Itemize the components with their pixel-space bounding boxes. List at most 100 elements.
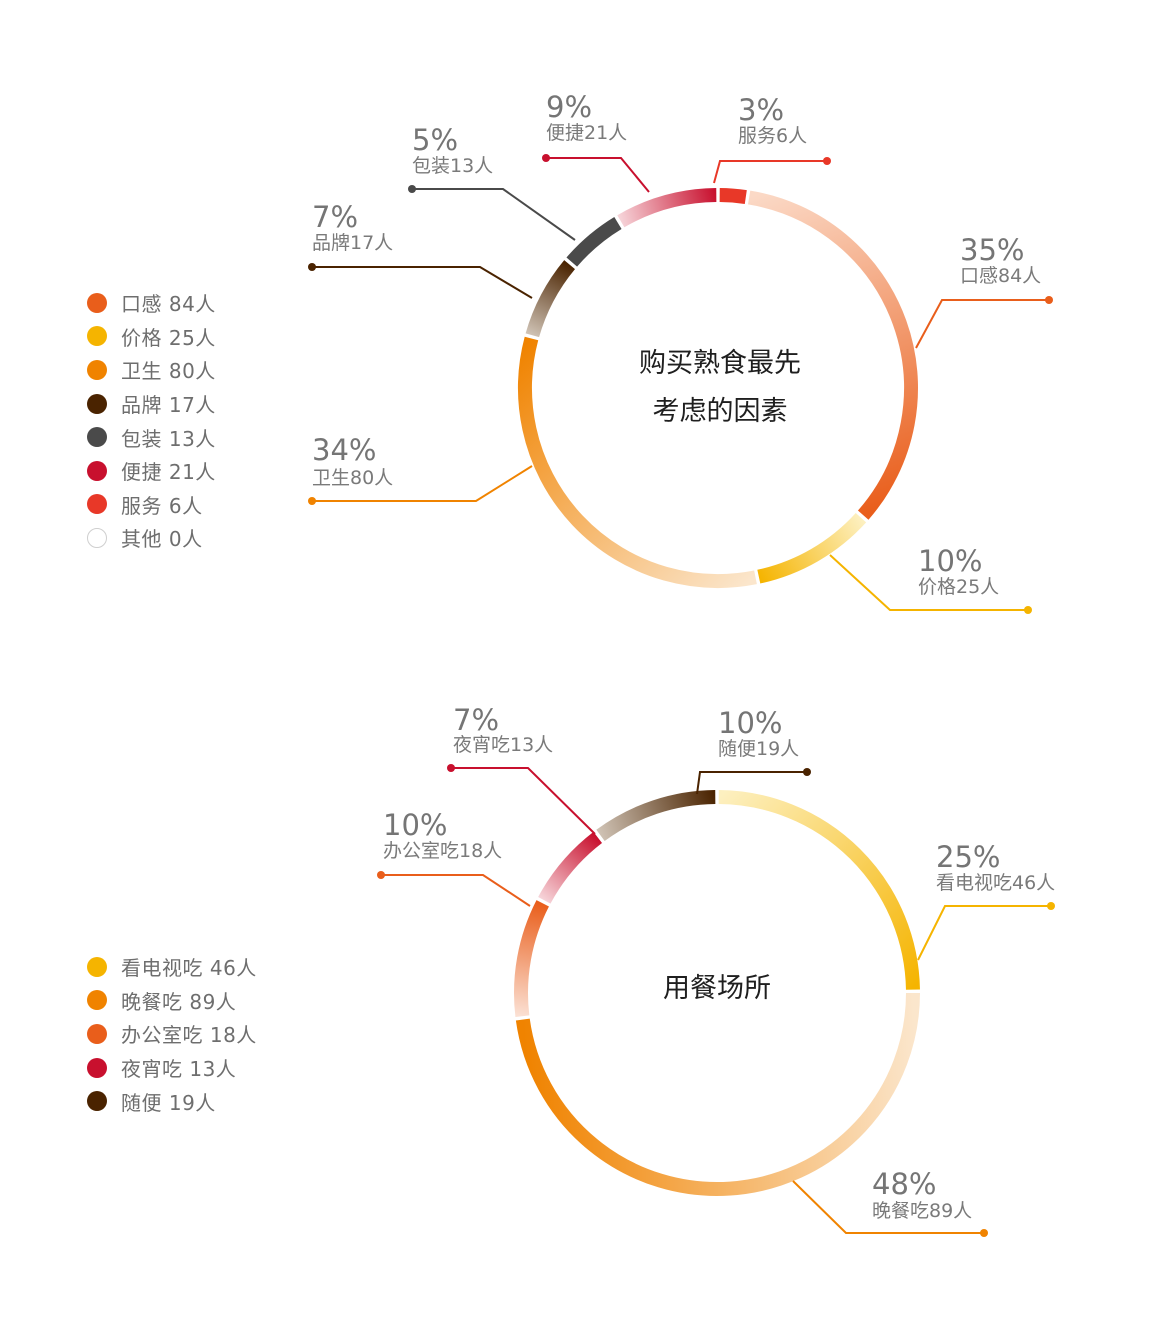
legend-item-价格: 价格 25人 — [87, 320, 216, 354]
donut-segment-口感 — [747, 190, 918, 520]
legend-label: 其他 0人 — [121, 527, 203, 552]
count-label-夜宵吃: 夜宵吃13人 — [453, 734, 554, 756]
percent-label-卫生: 34% — [312, 433, 377, 467]
donut-segment-便捷 — [617, 188, 717, 228]
legend-item-办公室吃: 办公室吃 18人 — [87, 1017, 257, 1051]
percent-label-便捷: 9% — [546, 90, 593, 124]
percent-label-品牌: 7% — [312, 200, 359, 234]
legend-venues: 看电视吃 46人晚餐吃 89人 办公室吃 18人 夜宵吃 13人 随便 19人 — [87, 950, 257, 1118]
leader-line-包装 — [412, 188, 576, 241]
legend-swatch-icon — [87, 326, 107, 347]
leader-dot-随便 — [803, 768, 811, 776]
legend-swatch-icon — [87, 956, 107, 977]
donut-segment-随便 — [596, 790, 716, 842]
leader-line-卫生 — [312, 465, 533, 502]
count-label-随便: 随便19人 — [718, 738, 800, 760]
leader-dot-夜宵吃 — [447, 764, 455, 772]
center-title-line-2: 考虑的因素 — [652, 396, 788, 427]
legend-swatch-icon — [87, 527, 107, 548]
legend-item-其他: 其他 0人 — [87, 521, 216, 555]
leader-dot-品牌 — [308, 263, 316, 271]
legend-label: 晚餐吃 89人 — [121, 989, 237, 1014]
leader-dot-价格 — [1024, 606, 1032, 614]
leader-line-便捷 — [546, 157, 650, 193]
count-label-卫生: 卫生80人 — [312, 467, 394, 489]
leader-dot-服务 — [823, 157, 831, 165]
legend-label: 包装 13人 — [121, 426, 216, 451]
count-label-办公室吃: 办公室吃18人 — [383, 840, 503, 862]
legend-item-品牌: 品牌 17人 — [87, 387, 216, 421]
percent-label-服务: 3% — [738, 93, 785, 127]
donut-chart-factors — [308, 154, 1053, 614]
donut-segment-品牌 — [525, 260, 576, 338]
legend-swatch-icon — [87, 1091, 107, 1112]
percent-label-晚餐吃: 48% — [872, 1167, 937, 1201]
center-title-line-1: 购买熟食最先 — [639, 348, 801, 379]
donut-segment-办公室吃 — [514, 900, 549, 1018]
donut-segment-价格 — [757, 512, 867, 584]
legend-swatch-icon — [87, 393, 107, 414]
leader-dot-包装 — [408, 185, 416, 193]
legend-label: 随便 19人 — [121, 1090, 216, 1115]
legend-label: 便捷 21人 — [121, 460, 216, 485]
leader-line-口感 — [915, 299, 1049, 349]
donut-segment-服务 — [719, 188, 747, 204]
legend-swatch-icon — [87, 1057, 107, 1078]
leader-dot-办公室吃 — [377, 871, 385, 879]
leader-line-服务 — [713, 160, 827, 184]
percent-label-价格: 10% — [918, 544, 983, 578]
leader-dot-晚餐吃 — [980, 1229, 988, 1237]
count-label-看电视吃: 看电视吃46人 — [936, 872, 1056, 894]
donut-center-title-venues: 用餐场所 — [597, 965, 837, 1013]
legend-swatch-icon — [87, 359, 107, 380]
count-label-包装: 包装13人 — [412, 155, 494, 177]
legend-item-晚餐吃: 晚餐吃 89人 — [87, 984, 257, 1018]
donut-segment-包装 — [566, 216, 622, 267]
legend-swatch-icon — [87, 292, 107, 313]
count-label-品牌: 品牌17人 — [312, 232, 394, 254]
legend-item-口感: 口感 84人 — [87, 286, 216, 320]
legend-item-随便: 随便 19人 — [87, 1084, 257, 1118]
legend-item-夜宵吃: 夜宵吃 13人 — [87, 1051, 257, 1085]
percent-label-口感: 35% — [960, 233, 1025, 267]
leader-dot-卫生 — [308, 497, 316, 505]
leader-line-夜宵吃 — [451, 767, 596, 835]
leader-line-看电视吃 — [917, 905, 1051, 961]
legend-label: 卫生 80人 — [121, 359, 216, 384]
leader-line-晚餐吃 — [792, 1180, 984, 1234]
percent-label-看电视吃: 25% — [936, 840, 1001, 874]
percent-label-夜宵吃: 7% — [453, 703, 500, 737]
legend-item-看电视吃: 看电视吃 46人 — [87, 950, 257, 984]
leader-dot-看电视吃 — [1047, 902, 1055, 910]
count-label-服务: 服务6人 — [738, 125, 808, 147]
legend-label: 办公室吃 18人 — [121, 1023, 257, 1048]
legend-label: 服务 6人 — [121, 493, 203, 518]
donut-chart-venues — [377, 764, 1055, 1237]
legend-label: 夜宵吃 13人 — [121, 1057, 237, 1082]
legend-label: 品牌 17人 — [121, 393, 216, 418]
legend-swatch-icon — [87, 990, 107, 1011]
legend-label: 口感 84人 — [121, 292, 216, 317]
leader-dot-便捷 — [542, 154, 550, 162]
donut-segment-夜宵吃 — [538, 831, 603, 904]
legend-item-便捷: 便捷 21人 — [87, 454, 216, 488]
legend-label: 价格 25人 — [121, 325, 216, 350]
percent-label-办公室吃: 10% — [383, 808, 448, 842]
legend-swatch-icon — [87, 494, 107, 515]
leader-line-品牌 — [312, 266, 533, 299]
donut-segment-卫生 — [518, 336, 757, 588]
percent-label-随便: 10% — [718, 706, 783, 740]
legend-item-卫生: 卫生 80人 — [87, 353, 216, 387]
percent-label-包装: 5% — [412, 123, 459, 157]
center-title-line: 用餐场所 — [663, 973, 771, 1004]
legend-item-服务: 服务 6人 — [87, 488, 216, 522]
count-label-口感: 口感84人 — [960, 265, 1042, 287]
legend-item-包装: 包装 13人 — [87, 420, 216, 454]
legend-swatch-icon — [87, 460, 107, 481]
leader-dot-口感 — [1045, 296, 1053, 304]
legend-swatch-icon — [87, 1023, 107, 1044]
donut-segment-晚餐吃 — [515, 993, 920, 1196]
count-label-价格: 价格25人 — [918, 576, 1000, 598]
donut-center-title-factors: 购买熟食最先 考虑的因素 — [600, 340, 840, 436]
